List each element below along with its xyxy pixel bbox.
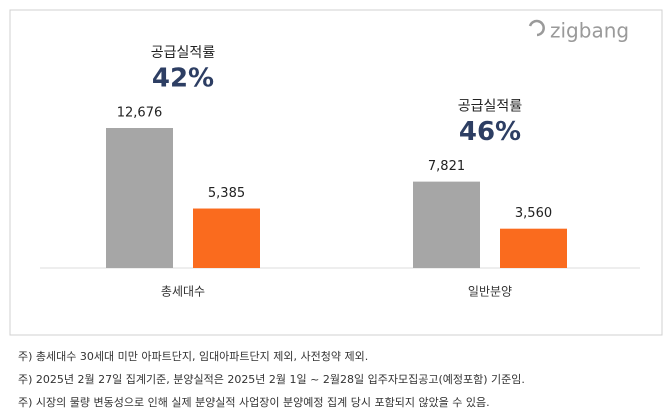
footnote: 주) 2025년 2월 27일 집계기준, 분양실적은 2025년 2월 1일 … [18, 372, 525, 386]
x-tick-label: 총세대수 [161, 285, 205, 299]
x-tick-label: 일반분양 [468, 285, 512, 299]
footnote: 주) 총세대수 30세대 미만 아파트단지, 임대아파트단지 제외, 사전청약 … [18, 349, 368, 363]
footnote: 주) 시장의 물량 변동성으로 인해 실제 분양실적 사업장이 분양예정 집계 … [18, 395, 490, 409]
value-label: 3,560 [515, 206, 552, 221]
bar [500, 228, 567, 268]
value-label: 12,676 [117, 106, 163, 121]
bar [106, 128, 173, 268]
annotation-label: 공급실적률 [151, 45, 216, 61]
logo: zigbang [550, 19, 629, 43]
annotation-rate: 42% [152, 64, 214, 94]
bar [193, 208, 260, 268]
annotation-label: 공급실적률 [458, 99, 523, 115]
value-label: 7,821 [428, 159, 465, 174]
logo-icon [528, 19, 545, 37]
bar [413, 181, 480, 268]
value-label: 5,385 [208, 186, 245, 201]
annotation-rate: 46% [459, 117, 521, 147]
